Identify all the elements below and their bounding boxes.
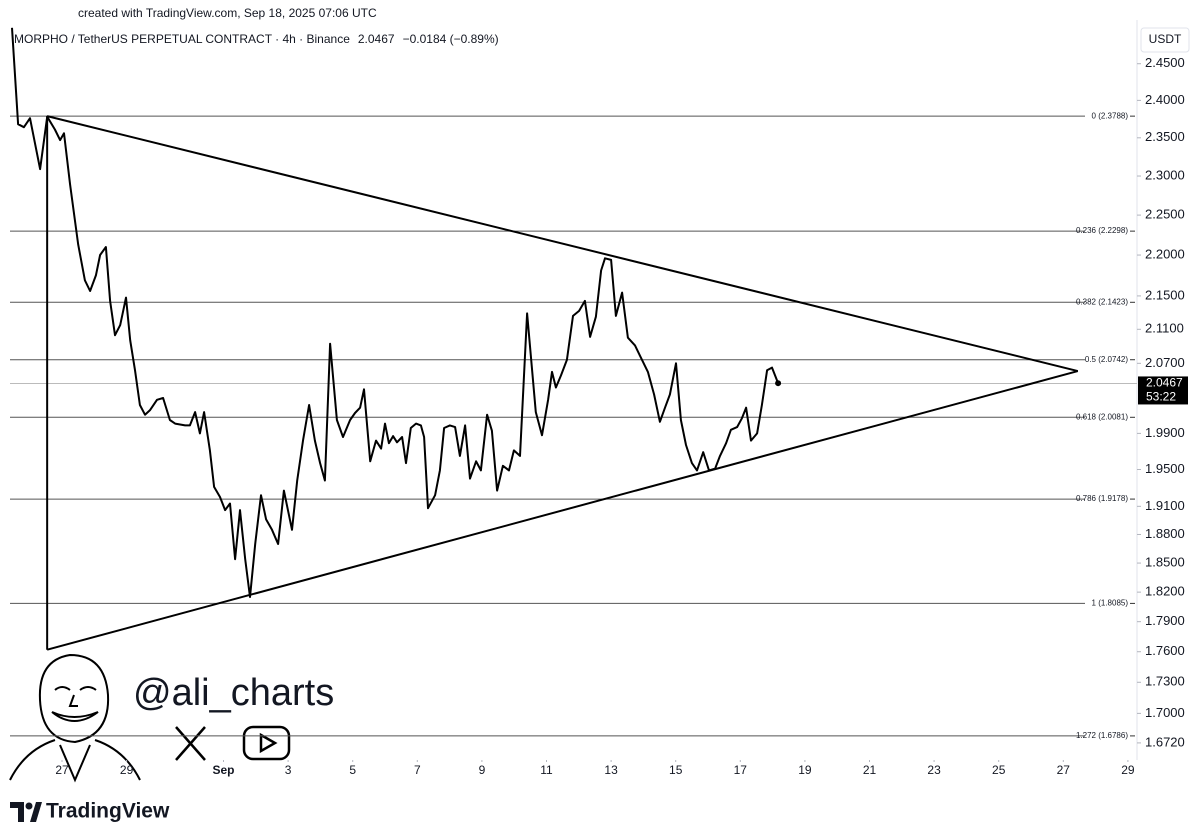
- countdown: 53:22: [1146, 390, 1176, 404]
- y-tick-label: 1.7600: [1145, 643, 1185, 658]
- symbol-line: MORPHO / TetherUS PERPETUAL CONTRACT · 4…: [14, 32, 499, 46]
- fib-label: 0.618 (2.0081): [1076, 412, 1128, 421]
- x-tick-label: 29: [120, 763, 134, 777]
- x-tick-label: 13: [604, 763, 618, 777]
- trendline: [46, 370, 1079, 651]
- symbol: MORPHO / TetherUS PERPETUAL CONTRACT · 4…: [14, 32, 350, 46]
- x-tick-label: 21: [863, 763, 877, 777]
- handle: @ali_charts: [133, 672, 334, 714]
- fib-label: 0.236 (2.2298): [1076, 226, 1128, 235]
- fib-label: 1 (1.8085): [1092, 599, 1129, 608]
- x-tick-label: 29: [1121, 763, 1135, 777]
- x-tick-label: 27: [55, 763, 69, 777]
- x-tick-label: 19: [798, 763, 812, 777]
- price-box: [1138, 376, 1188, 405]
- fib-label: 0.5 (2.0742): [1085, 355, 1128, 364]
- y-tick-label: 2.1100: [1145, 321, 1184, 336]
- y-tick-label: 2.4000: [1145, 92, 1185, 107]
- x-tick-label: 17: [734, 763, 748, 777]
- x-tick-label: 5: [349, 763, 356, 777]
- last-point: [775, 380, 782, 387]
- brand: TradingView: [46, 800, 170, 823]
- price-line-series: [11, 27, 780, 598]
- x-tick-label: 15: [669, 763, 683, 777]
- y-tick-label: 1.7900: [1145, 613, 1185, 628]
- fib-label: 0.382 (2.1423): [1076, 297, 1128, 306]
- y-tick-label: 2.4500: [1145, 55, 1185, 70]
- y-tick-label: 2.2000: [1145, 246, 1185, 261]
- x-tick-label: 27: [1057, 763, 1071, 777]
- price-label: 2.0467: [1146, 376, 1183, 390]
- y-tick-label: 2.0700: [1145, 355, 1185, 370]
- x-tick-label: 11: [540, 763, 553, 777]
- y-tick-label: 1.8800: [1145, 526, 1185, 541]
- currency-box: [1140, 27, 1190, 53]
- y-tick-label: 1.9500: [1145, 461, 1185, 476]
- x-tick-label: 25: [992, 763, 1006, 777]
- change: −0.0184 (−0.89%): [403, 32, 499, 46]
- y-tick-label: 2.3500: [1145, 129, 1185, 144]
- fib-label: 1.272 (1.6786): [1076, 731, 1128, 740]
- avatar: [9, 653, 141, 783]
- y-tick-label: 2.3000: [1145, 167, 1185, 182]
- credit: created with TradingView.com, Sep 18, 20…: [78, 6, 377, 20]
- logo: [10, 802, 42, 822]
- y-tick-label: 1.9100: [1145, 498, 1185, 513]
- y-tick-label: 1.7300: [1145, 674, 1185, 689]
- youtube-icon: [242, 725, 291, 761]
- fib-label: 0 (2.3788): [1092, 111, 1129, 120]
- trendline: [46, 115, 1079, 373]
- y-tick-label: 1.7000: [1145, 705, 1185, 720]
- fib-label: 0.786 (1.9178): [1076, 494, 1128, 503]
- x-tick-label: 3: [285, 763, 292, 777]
- currency: USDT: [1149, 32, 1182, 46]
- y-tick-label: 1.9900: [1145, 425, 1185, 440]
- y-tick-label: 1.6720: [1145, 734, 1185, 749]
- x-tick-label: 9: [479, 763, 486, 777]
- y-tick-label: 1.8200: [1145, 584, 1185, 599]
- x-tick-label: Sep: [213, 763, 235, 777]
- y-tick-label: 2.2500: [1145, 207, 1185, 222]
- price: 2.0467: [358, 32, 395, 46]
- x-tick-label: 23: [927, 763, 941, 777]
- y-tick-label: 1.8500: [1145, 555, 1185, 570]
- x-icon: [175, 726, 206, 761]
- x-tick-label: 7: [414, 763, 421, 777]
- y-tick-label: 2.1500: [1145, 287, 1185, 302]
